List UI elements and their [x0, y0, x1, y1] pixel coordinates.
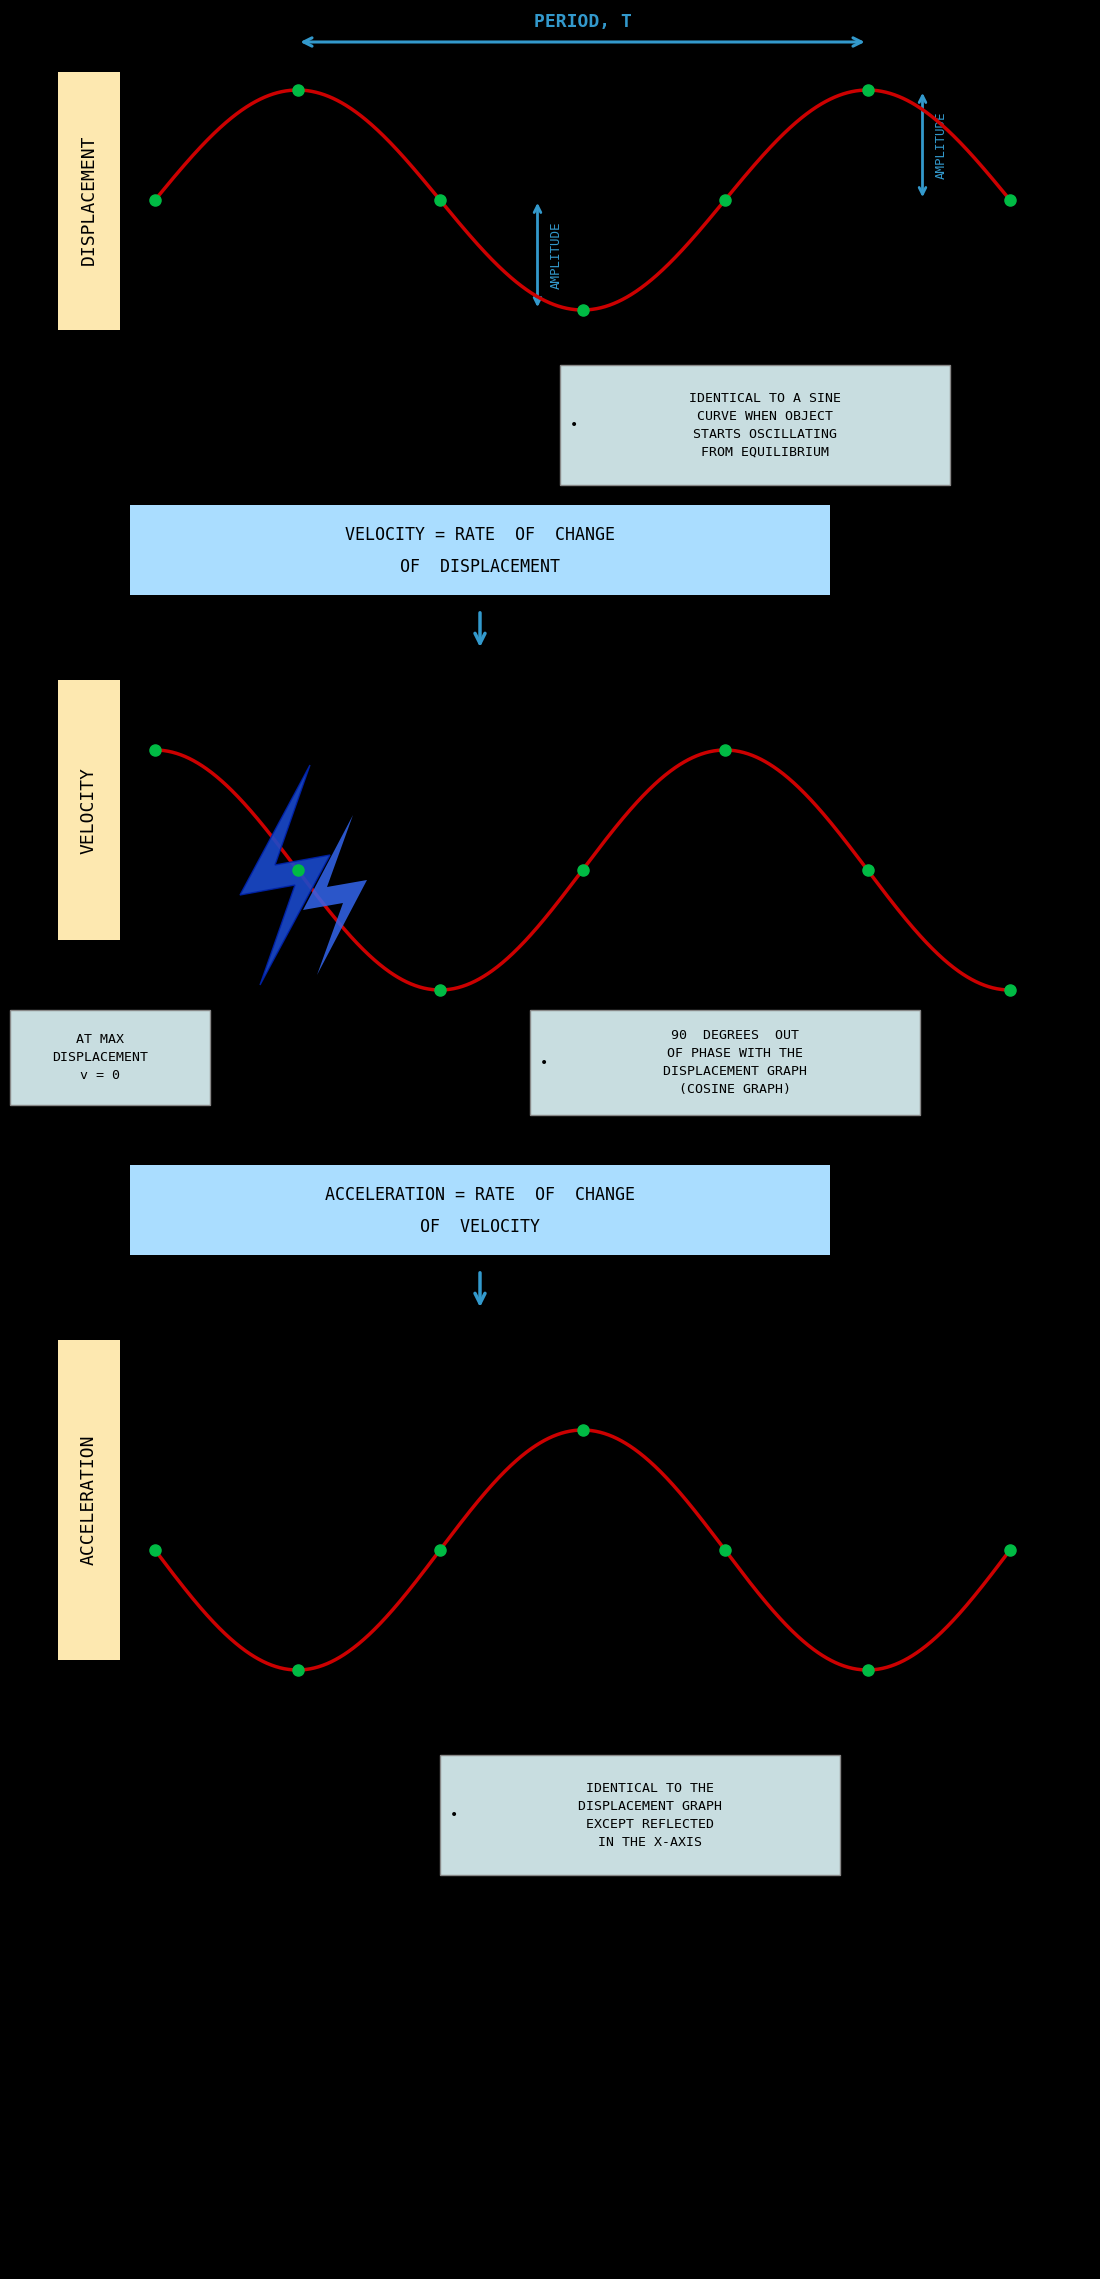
FancyBboxPatch shape	[530, 1010, 920, 1114]
Text: •: •	[570, 417, 579, 433]
FancyBboxPatch shape	[10, 1010, 210, 1105]
FancyBboxPatch shape	[58, 73, 120, 330]
Text: AT MAX
DISPLACEMENT
v = 0: AT MAX DISPLACEMENT v = 0	[52, 1032, 148, 1083]
Text: OF  DISPLACEMENT: OF DISPLACEMENT	[400, 558, 560, 577]
Polygon shape	[240, 766, 330, 985]
Text: •: •	[212, 1051, 220, 1064]
Text: VELOCITY: VELOCITY	[80, 766, 98, 855]
Text: IDENTICAL TO THE
DISPLACEMENT GRAPH
EXCEPT REFLECTED
IN THE X-AXIS: IDENTICAL TO THE DISPLACEMENT GRAPH EXCE…	[578, 1782, 722, 1848]
FancyBboxPatch shape	[440, 1755, 840, 1876]
Text: 90  DEGREES  OUT
OF PHASE WITH THE
DISPLACEMENT GRAPH
(COSINE GRAPH): 90 DEGREES OUT OF PHASE WITH THE DISPLAC…	[663, 1030, 807, 1096]
Text: •: •	[540, 1055, 548, 1069]
Text: VELOCITY = RATE  OF  CHANGE: VELOCITY = RATE OF CHANGE	[345, 526, 615, 545]
FancyBboxPatch shape	[560, 365, 950, 485]
Text: PERIOD, T: PERIOD, T	[534, 14, 631, 32]
Text: IDENTICAL TO A SINE
CURVE WHEN OBJECT
STARTS OSCILLATING
FROM EQUILIBRIUM: IDENTICAL TO A SINE CURVE WHEN OBJECT ST…	[689, 392, 842, 458]
Polygon shape	[302, 816, 367, 975]
Text: AMPLITUDE: AMPLITUDE	[935, 112, 947, 178]
Text: ACCELERATION: ACCELERATION	[80, 1436, 98, 1566]
FancyBboxPatch shape	[130, 1165, 830, 1256]
FancyBboxPatch shape	[58, 679, 120, 939]
FancyBboxPatch shape	[130, 506, 830, 595]
Text: OF  VELOCITY: OF VELOCITY	[420, 1217, 540, 1235]
FancyBboxPatch shape	[58, 1340, 120, 1659]
Text: DISPLACEMENT: DISPLACEMENT	[80, 134, 98, 264]
Text: ACCELERATION = RATE  OF  CHANGE: ACCELERATION = RATE OF CHANGE	[324, 1185, 635, 1203]
Text: AMPLITUDE: AMPLITUDE	[550, 221, 562, 289]
Text: •: •	[450, 1807, 459, 1821]
